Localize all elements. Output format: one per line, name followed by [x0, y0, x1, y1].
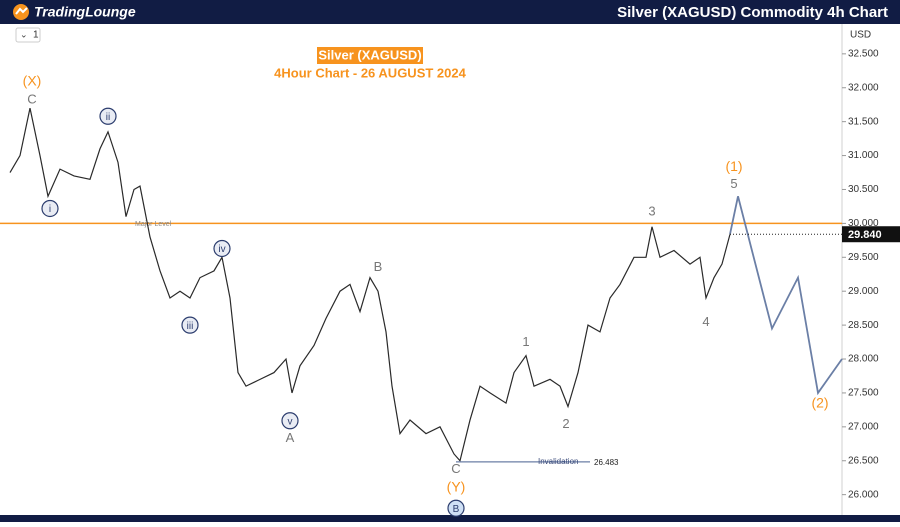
y-tick-label: 26.500 [848, 455, 879, 466]
y-tick-label: 31.000 [848, 150, 879, 161]
currency: USD [850, 30, 871, 41]
wave-label: (1) [725, 158, 742, 174]
wave-label: iv [218, 244, 225, 255]
y-tick-label: 30.500 [848, 184, 879, 195]
y-tick-label: 29.500 [848, 252, 879, 263]
projection-path [729, 196, 843, 396]
interval-box[interactable] [15, 27, 41, 43]
wave-label: (2) [811, 394, 828, 410]
wave-circle [281, 412, 299, 430]
invalidation-label: Invalidation [538, 457, 578, 466]
y-tick-label: 28.500 [848, 320, 879, 331]
wave-circle [213, 239, 231, 258]
y-tick-label: 30.000 [848, 218, 879, 229]
chart-title: Silver (XAGUSD) [318, 47, 421, 62]
y-tick-label: 28.000 [848, 354, 879, 365]
wave-circle [99, 107, 117, 125]
wave-circle [447, 499, 465, 517]
y-tick-label: 32.000 [848, 82, 879, 93]
chart-subtitle: 4Hour Chart - 26 AUGUST 2024 [274, 65, 466, 80]
wave-label: B [453, 504, 460, 515]
interval-caret: ⌄ [20, 29, 28, 39]
y-tick-label: 27.500 [848, 388, 879, 399]
wave-label: ii [106, 112, 110, 123]
level-label: Major Level [135, 221, 172, 228]
brand: TradingLounge [34, 4, 136, 20]
y-tick-label: 26.000 [848, 489, 879, 500]
y-tick-label: 32.500 [848, 48, 879, 59]
last-price-label: 29.840 [848, 229, 882, 241]
wave-label: i [49, 204, 51, 215]
wave-label: 3 [648, 203, 655, 218]
y-tick-label: 27.000 [848, 421, 879, 432]
wave-circle [41, 199, 59, 218]
header-bar [0, 0, 900, 24]
title-box [317, 47, 423, 64]
wave-label: A [286, 430, 295, 445]
wave-label: B [374, 259, 383, 274]
logo-icon [13, 4, 29, 20]
wave-label: 1 [522, 334, 529, 349]
wave-label: 4 [702, 314, 709, 329]
interval: 1 [33, 30, 39, 41]
invalidation-value: 26.483 [594, 458, 619, 467]
wave-label: iii [187, 321, 194, 332]
last-price-box [842, 226, 900, 243]
wave-label: C [451, 461, 460, 476]
price-path [9, 107, 731, 463]
y-tick-label: 31.500 [848, 116, 879, 127]
wave-label: C [27, 91, 36, 106]
wave-circle [181, 316, 199, 334]
wave-label: (X) [23, 72, 42, 88]
footer-bar [0, 515, 900, 522]
logo-mark [15, 7, 28, 15]
wave-label: v [288, 416, 293, 427]
y-tick-label: 29.000 [848, 286, 879, 297]
header-title: Silver (XAGUSD) Commodity 4h Chart [617, 4, 888, 21]
wave-label: (Y) [447, 479, 466, 495]
wave-label: 2 [562, 416, 569, 431]
wave-label: 5 [730, 176, 737, 191]
